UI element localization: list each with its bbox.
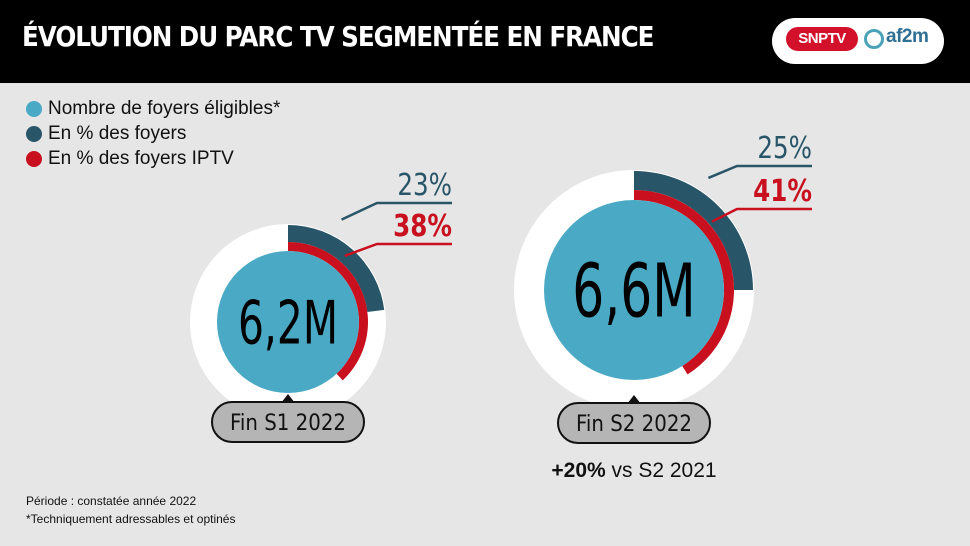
category-pill [211, 401, 365, 443]
leader-line-pct-iptv [344, 242, 452, 257]
legend-dot-households [26, 100, 42, 117]
legend-label: En % des foyers [48, 122, 187, 144]
page-title: ÉVOLUTION DU PARC TV SEGMENTÉE EN FRANCE [22, 20, 654, 53]
leader-line-pct-households [707, 164, 812, 180]
footnote-note: *Techniquement adressables et optinés [26, 512, 236, 526]
category-pill [557, 402, 711, 444]
af2m-logo-icon [864, 29, 884, 49]
pill-pointer [281, 394, 295, 403]
arc-pct-households [634, 171, 753, 290]
category-label: Fin S1 2022 [230, 410, 346, 435]
legend-item-pct-households: En % des foyers [26, 121, 280, 146]
legend-item-households: Nombre de foyers éligibles* [26, 96, 280, 121]
leader-line-pct-iptv [711, 207, 812, 223]
growth-annotation: +20% vs S2 2021 [551, 459, 716, 482]
legend: Nombre de foyers éligibles* En % des foy… [26, 96, 280, 171]
households-value-label: 6,6M [572, 248, 695, 335]
growth-annotation-text: vs S2 2021 [606, 459, 717, 482]
footnote-period: Période : constatée année 2022 [26, 494, 197, 508]
households-disk [217, 251, 359, 393]
growth-annotation-value: +20% [551, 459, 606, 482]
leader-line-pct-households [340, 201, 452, 221]
households-value-label: 6,2M [238, 289, 338, 359]
legend-dot-pct-households [26, 125, 42, 142]
logo-box: SNPTV af2m [772, 18, 944, 64]
legend-label: Nombre de foyers éligibles* [48, 97, 281, 119]
pill-pointer [627, 395, 641, 404]
legend-dot-pct-iptv [26, 150, 42, 167]
header-bar: ÉVOLUTION DU PARC TV SEGMENTÉE EN FRANCE… [0, 0, 970, 83]
pct-households-label: 23% [397, 169, 452, 203]
arc-pct-households [288, 225, 385, 312]
category-label: Fin S2 2022 [576, 411, 692, 436]
pct-iptv-label: 38% [393, 210, 452, 244]
pct-households-label: 25% [757, 132, 812, 166]
households-disk [544, 200, 724, 380]
legend-item-pct-iptv: En % des foyers IPTV [26, 146, 280, 171]
arc-pct-iptv [634, 190, 735, 375]
legend-label: En % des foyers IPTV [48, 147, 234, 169]
af2m-logo: af2m [886, 26, 929, 47]
arc-pct-iptv [288, 242, 369, 381]
snptv-logo: SNPTV [786, 27, 858, 51]
pct-iptv-label: 41% [753, 175, 812, 209]
